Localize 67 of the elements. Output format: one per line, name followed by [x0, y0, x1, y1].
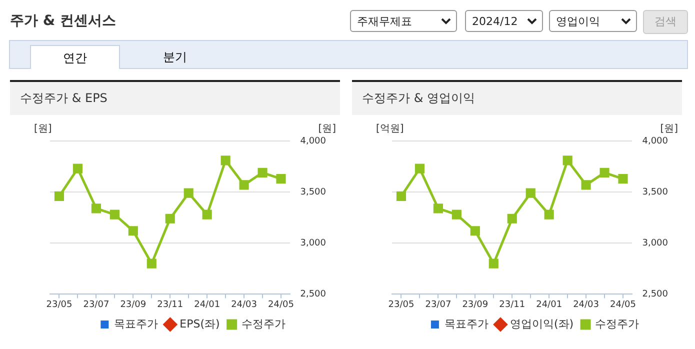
text: 영업이익 — [549, 10, 637, 32]
legend-label: 목표주가 — [444, 317, 488, 330]
y2-tick-label: 3,000 — [642, 238, 668, 248]
point — [618, 174, 628, 184]
point — [470, 226, 480, 236]
point — [276, 174, 286, 184]
point — [433, 204, 443, 214]
point — [452, 210, 462, 220]
point — [146, 258, 156, 268]
x-tick-label: 24/05 — [610, 300, 636, 310]
text: 주재무제표 — [350, 10, 457, 32]
y2-tick-label: 2,500 — [300, 290, 326, 300]
x-tick-label: 23/11 — [157, 300, 184, 310]
x-tick-label: 23/07 — [425, 300, 452, 310]
point — [526, 188, 536, 198]
x-tick-label: 24/03 — [573, 300, 600, 310]
text: 연간 — [30, 45, 120, 69]
y2-tick-label: 2,500 — [642, 290, 668, 300]
x-tick-label: 24/05 — [268, 300, 294, 310]
point — [72, 164, 83, 174]
x-tick-label: 23/07 — [83, 300, 110, 310]
x-tick-label: 23/11 — [499, 300, 526, 310]
point — [414, 164, 425, 174]
y-axis-title: [억원] — [376, 124, 404, 135]
point — [562, 156, 572, 166]
point — [128, 226, 138, 236]
point — [220, 156, 230, 166]
x-tick-label: 24/03 — [231, 300, 258, 310]
point — [581, 180, 591, 190]
point — [54, 191, 64, 201]
chart-title: 수정주가 & EPS — [10, 82, 340, 115]
legend-label: 영업이익(좌) — [510, 317, 574, 330]
x-tick-label: 23/05 — [46, 300, 72, 310]
y2-tick-label: 4,000 — [642, 136, 668, 146]
y2-tick-label: 3,500 — [642, 187, 668, 198]
point — [396, 191, 406, 201]
y2-axis-title: [원] — [660, 124, 678, 135]
chart-title: 수정주가 & 영업이익 — [352, 82, 682, 115]
x-tick-label: 23/05 — [388, 300, 414, 310]
text: 주가 & 컨센서스 — [10, 12, 116, 30]
point — [600, 168, 610, 178]
x-tick-label: 23/09 — [120, 300, 146, 310]
point — [202, 210, 212, 220]
point — [239, 180, 249, 190]
y2-tick-label: 3,000 — [300, 238, 326, 248]
legend-label: 목표주가 — [114, 317, 158, 330]
point — [165, 214, 175, 224]
point — [258, 168, 268, 178]
point — [184, 188, 194, 198]
y2-tick-label: 4,000 — [300, 136, 326, 146]
text: 2024/12 — [465, 10, 543, 32]
point — [544, 210, 554, 220]
point — [91, 204, 101, 214]
legend-label: 수정주가 — [241, 317, 286, 330]
point — [110, 210, 120, 220]
text: 검색 — [643, 10, 688, 34]
y-axis-title: [원] — [34, 124, 52, 135]
x-tick-label: 23/09 — [462, 300, 488, 310]
y2-tick-label: 3,500 — [300, 187, 326, 198]
legend-label: 수정주가 — [595, 317, 640, 330]
legend-label: EPS(좌) — [180, 317, 220, 330]
x-tick-label: 24/01 — [194, 300, 220, 310]
y2-axis-title: [원] — [318, 124, 336, 135]
x-tick-label: 24/01 — [536, 300, 562, 310]
point — [507, 214, 517, 224]
text: 분기 — [162, 49, 188, 66]
point — [488, 258, 498, 268]
